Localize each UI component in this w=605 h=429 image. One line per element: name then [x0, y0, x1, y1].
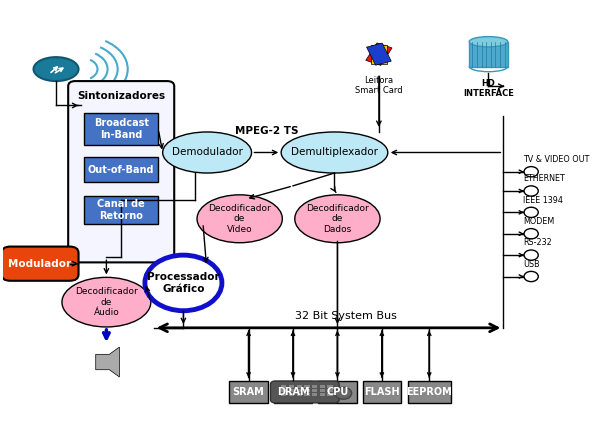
Circle shape	[335, 387, 352, 399]
Bar	[408, 381, 451, 403]
Text: ETHERNET: ETHERNET	[523, 174, 564, 183]
Text: Decodificador
de
Dados: Decodificador de Dados	[306, 204, 369, 234]
Bar	[84, 196, 159, 224]
Bar	[312, 385, 317, 388]
Circle shape	[145, 255, 222, 311]
Text: Demodulador: Demodulador	[172, 148, 243, 157]
Text: Modulador: Modulador	[8, 259, 71, 269]
Bar	[327, 389, 333, 392]
FancyBboxPatch shape	[270, 381, 339, 403]
Bar	[319, 393, 325, 396]
Text: RS-232: RS-232	[523, 239, 552, 248]
Circle shape	[524, 186, 538, 196]
Text: Out-of-Band: Out-of-Band	[88, 165, 154, 175]
FancyBboxPatch shape	[2, 247, 79, 281]
Ellipse shape	[295, 195, 380, 243]
Bar	[84, 157, 159, 182]
Bar	[273, 381, 312, 403]
Bar	[469, 42, 508, 66]
Text: IEEE 1394: IEEE 1394	[523, 196, 563, 205]
Text: Decodificador
de
Vídeo: Decodificador de Vídeo	[208, 204, 271, 234]
Bar	[289, 389, 294, 392]
Bar	[304, 385, 310, 388]
FancyBboxPatch shape	[68, 81, 174, 263]
Bar	[318, 381, 357, 403]
Text: TV & VIDEO OUT: TV & VIDEO OUT	[523, 155, 589, 164]
Text: SRAM: SRAM	[233, 387, 264, 397]
Bar	[319, 385, 325, 388]
Ellipse shape	[469, 36, 508, 47]
Text: HD
INTERFACE: HD INTERFACE	[463, 79, 514, 98]
Circle shape	[524, 272, 538, 281]
Bar	[362, 381, 401, 403]
Text: DRAM: DRAM	[276, 387, 309, 397]
Bar	[319, 389, 325, 392]
Bar	[312, 393, 317, 396]
Text: CPU: CPU	[326, 387, 348, 397]
Bar	[304, 393, 310, 396]
Text: Demultiplexador: Demultiplexador	[291, 148, 378, 157]
Ellipse shape	[281, 132, 388, 173]
Bar	[229, 381, 268, 403]
Bar	[289, 385, 294, 388]
Polygon shape	[371, 45, 387, 64]
Polygon shape	[367, 43, 391, 65]
Text: 32 Bit System Bus: 32 Bit System Bus	[295, 311, 397, 321]
Ellipse shape	[33, 57, 79, 81]
Text: Canal de
Retorno: Canal de Retorno	[97, 199, 145, 221]
Circle shape	[524, 207, 538, 218]
Ellipse shape	[62, 278, 151, 327]
Text: MPEG-2 TS: MPEG-2 TS	[235, 126, 298, 136]
Text: Decodificador
de
Áudio: Decodificador de Áudio	[75, 287, 138, 317]
Bar	[304, 389, 310, 392]
Bar	[296, 389, 302, 392]
Bar	[281, 393, 287, 396]
Circle shape	[524, 166, 538, 177]
Bar	[289, 393, 294, 396]
Bar	[296, 393, 302, 396]
Bar	[281, 385, 287, 388]
Bar	[312, 389, 317, 392]
Ellipse shape	[197, 195, 283, 243]
Circle shape	[524, 229, 538, 239]
Text: FLASH: FLASH	[364, 387, 400, 397]
Text: Sintonizadores: Sintonizadores	[77, 91, 165, 101]
Bar	[281, 389, 287, 392]
Polygon shape	[366, 43, 392, 65]
Ellipse shape	[163, 132, 252, 173]
Bar	[327, 393, 333, 396]
Text: Leitora
Smart Card: Leitora Smart Card	[355, 76, 403, 95]
Text: MODEM: MODEM	[523, 217, 554, 226]
Bar	[84, 113, 159, 145]
Text: EEPROM: EEPROM	[407, 387, 452, 397]
Text: Processador
Gráfico: Processador Gráfico	[147, 272, 220, 294]
Polygon shape	[96, 347, 119, 377]
Text: USB: USB	[523, 260, 540, 269]
Text: Broadcast
In-Band: Broadcast In-Band	[94, 118, 149, 140]
Bar	[296, 385, 302, 388]
Bar	[327, 385, 333, 388]
Circle shape	[524, 250, 538, 260]
